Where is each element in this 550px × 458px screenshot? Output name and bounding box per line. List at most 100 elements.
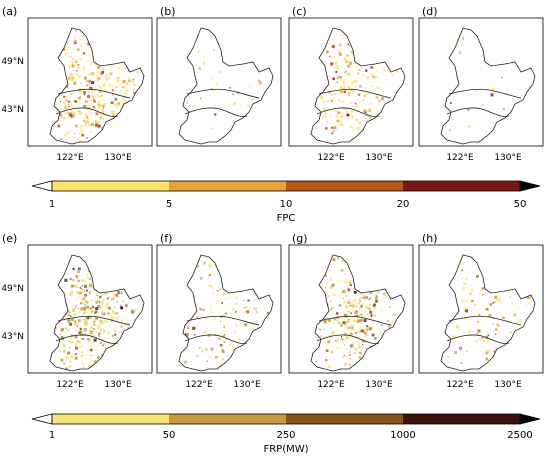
- fire-pixel: [112, 110, 114, 112]
- fire-pixel: [215, 331, 217, 333]
- fire-pixel: [65, 327, 67, 329]
- fire-pixel: [70, 315, 72, 317]
- fire-pixel: [58, 117, 61, 120]
- fire-pixel: [110, 83, 113, 86]
- fire-pixel: [336, 112, 340, 115]
- fire-pixel: [524, 296, 528, 299]
- fire-pixel: [83, 312, 85, 315]
- fire-pixel: [340, 325, 343, 327]
- fire-pixel: [209, 304, 211, 306]
- fire-pixel: [116, 316, 120, 321]
- fire-pixel: [329, 286, 333, 290]
- fire-pixel: [325, 116, 328, 118]
- fire-pixel: [107, 313, 109, 316]
- fire-pixel: [67, 100, 71, 103]
- fire-pixel: [120, 325, 123, 328]
- fire-pixel: [385, 294, 387, 297]
- fire-pixel: [322, 115, 326, 119]
- fire-pixel: [371, 298, 373, 301]
- colorbar-segments: [52, 414, 520, 424]
- fire-pixel: [372, 304, 376, 307]
- fire-pixel: [101, 301, 104, 304]
- fire-pixel: [112, 311, 116, 315]
- fire-pixel: [86, 277, 88, 279]
- fire-pixel: [75, 273, 78, 276]
- fire-pixel: [113, 318, 115, 320]
- fire-pixel: [68, 312, 71, 314]
- fire-pixel: [325, 317, 328, 320]
- fire-pixel: [330, 367, 332, 369]
- fire-pixel: [94, 360, 97, 363]
- fire-pixel: [212, 49, 215, 52]
- fire-pixel: [347, 299, 351, 302]
- fire-pixel: [343, 354, 346, 357]
- fire-pixel: [360, 318, 364, 322]
- fire-pixel: [210, 354, 213, 357]
- fire-pixel: [382, 292, 386, 296]
- fire-pixel: [341, 336, 343, 338]
- fire-pixel: [79, 287, 82, 289]
- fire-pixel: [345, 54, 349, 58]
- fire-pixel: [349, 351, 351, 353]
- fire-pixel: [75, 346, 78, 350]
- fire-pixel: [481, 287, 485, 290]
- fire-pixel: [464, 317, 467, 320]
- fire-pixel: [92, 106, 95, 109]
- fire-pixel: [68, 314, 71, 317]
- fire-pixel: [485, 307, 488, 311]
- fire-pixel: [95, 111, 97, 113]
- fire-pixel: [327, 340, 331, 344]
- fire-pixel: [66, 85, 69, 88]
- fire-pixel: [113, 296, 115, 298]
- fire-pixel: [79, 140, 82, 142]
- fire-pixel: [347, 86, 351, 89]
- fire-pixel: [346, 317, 349, 320]
- fire-pixel: [315, 360, 318, 362]
- fire-pixel: [510, 331, 512, 333]
- fire-pixel: [77, 267, 81, 271]
- fire-pixel: [353, 299, 357, 302]
- fire-pixel: [351, 300, 354, 303]
- fire-pixel: [326, 285, 329, 288]
- fire-pixel: [117, 315, 119, 317]
- colorbar-label: FRP(MW): [263, 444, 308, 454]
- fire-pixel: [349, 354, 351, 356]
- fire-pixel: [364, 111, 367, 114]
- fire-pixel: [131, 80, 135, 84]
- fire-pixel: [338, 52, 342, 56]
- fire-pixel: [83, 366, 85, 368]
- fire-pixel: [70, 110, 74, 114]
- fire-pixel: [330, 94, 333, 96]
- fire-pixel: [355, 104, 359, 108]
- fire-pixel: [332, 61, 334, 63]
- fire-pixel: [80, 326, 82, 328]
- fire-pixel: [356, 330, 360, 334]
- fire-pixel: [470, 288, 474, 292]
- fire-pixel: [474, 304, 477, 307]
- fire-pixel: [90, 99, 93, 102]
- fire-pixel: [87, 94, 91, 99]
- fire-pixel: [259, 81, 263, 85]
- fire-pixel: [213, 317, 216, 320]
- fire-pixel: [101, 311, 104, 315]
- fire-pixel: [80, 124, 83, 128]
- fire-pixel: [322, 100, 325, 103]
- fire-pixel: [76, 368, 79, 370]
- fire-pixel: [122, 300, 124, 303]
- fire-pixel: [88, 270, 90, 273]
- fire-pixel: [99, 126, 102, 129]
- panel-a: (a): [2, 5, 153, 147]
- colorbar-tick: 250: [276, 430, 295, 441]
- fire-pixel: [107, 331, 111, 334]
- fire-pixel: [328, 91, 331, 94]
- fire-pixel: [83, 69, 85, 71]
- fire-pixel: [509, 312, 511, 314]
- fire-pixel: [83, 90, 86, 94]
- colorbar-segment: [52, 181, 169, 191]
- fire-pixel: [116, 301, 118, 303]
- fire-pixel: [95, 317, 98, 321]
- fire-pixel: [91, 72, 94, 75]
- fire-pixel: [464, 309, 468, 313]
- colorbar-tick: 1: [49, 430, 55, 441]
